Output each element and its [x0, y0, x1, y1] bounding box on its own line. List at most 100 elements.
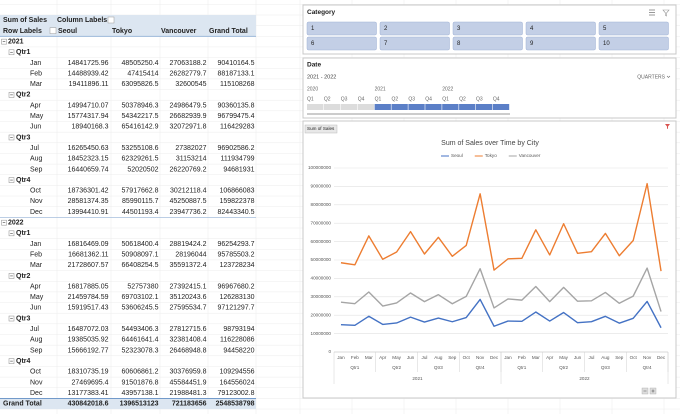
timeline-cell[interactable] — [357, 104, 374, 110]
month-label: Feb — [30, 70, 42, 77]
value-cell: 27063188.2 — [170, 60, 207, 67]
month-label: May — [30, 294, 44, 301]
timeline-cell[interactable] — [323, 104, 341, 110]
value-cell: 23947736.2 — [170, 209, 207, 216]
timeline-cell[interactable] — [307, 104, 324, 110]
value-cell: 57917662.8 — [122, 188, 159, 195]
value-cell: 85990115.7 — [122, 198, 159, 205]
slicer-item-label[interactable]: 7 — [384, 41, 388, 47]
slicer-item[interactable] — [525, 21, 596, 36]
value-cell: 43957138.1 — [122, 390, 159, 397]
slicer-item-label[interactable]: 3 — [457, 26, 461, 32]
value-cell: 60606861.2 — [122, 369, 159, 376]
month-label: Oct — [30, 369, 41, 376]
timeline-cell[interactable] — [374, 104, 391, 110]
quarter-label: Qtr2 — [392, 365, 401, 370]
month-label: Dec — [30, 390, 43, 397]
value-cell: 50618400.4 — [122, 241, 159, 248]
column-header: Tokyo — [112, 28, 132, 35]
row-labels[interactable]: Row Labels — [3, 28, 42, 35]
slicer-item-label[interactable]: 1 — [311, 26, 315, 32]
month-label: Aug — [30, 156, 43, 163]
slicer-item[interactable] — [525, 36, 596, 51]
month-label: May — [30, 113, 44, 120]
slicer-item-label[interactable]: 5 — [603, 26, 607, 32]
timeline-cell[interactable] — [391, 104, 408, 110]
value-cell: 27595534.7 — [170, 305, 207, 312]
value-cell: 27812715.6 — [170, 326, 207, 333]
timeline-cell[interactable] — [492, 104, 510, 110]
field-button-label[interactable]: Sum of Sales — [307, 126, 335, 131]
y-tick-label: 100000000 — [308, 165, 331, 170]
grand-total-cell: 2548538798 — [216, 401, 255, 408]
value-cell: 35120243.6 — [170, 294, 207, 301]
timeline-cell[interactable] — [459, 104, 476, 110]
slicer-item-label[interactable]: 6 — [311, 41, 315, 47]
slicer-icons[interactable] — [649, 9, 670, 17]
value-cell: 94681931 — [223, 166, 254, 173]
slicer-item-label[interactable]: 4 — [530, 26, 534, 32]
value-cell: 27382027 — [175, 145, 206, 152]
quarter-label: Qtr2 — [16, 92, 31, 99]
slicer-item-label[interactable]: 8 — [457, 41, 461, 47]
slicer-item-label[interactable]: 9 — [530, 41, 534, 47]
timeline: Date 2021 - 2022 QUARTERS 2020 Q1 Q2 Q3 Q4 20… — [302, 57, 677, 119]
quarter-label: Qtr2 — [16, 273, 31, 280]
timeline-cell[interactable] — [425, 104, 442, 110]
value-cell: 45584451.9 — [170, 379, 207, 386]
value-cell: 16487072.03 — [68, 326, 109, 333]
value-cell: 95785503.2 — [218, 251, 255, 258]
timeline-cell[interactable] — [408, 104, 425, 110]
slicer-item[interactable] — [379, 36, 450, 51]
x-tick-label: May — [392, 355, 401, 360]
slicer-item[interactable] — [598, 36, 669, 51]
y-tick-label: 70000000 — [311, 220, 332, 225]
month-label: Jul — [30, 145, 39, 152]
value-cell: 65416142.9 — [122, 124, 159, 131]
quarter-label: Qtr1 — [350, 365, 359, 370]
slicer-item-label[interactable]: 10 — [603, 41, 610, 47]
slicer-item[interactable] — [306, 21, 377, 36]
timeline-cell[interactable] — [340, 104, 358, 110]
filter-dropdown[interactable] — [49, 27, 57, 34]
timeline-quarter: Q2 — [459, 96, 466, 102]
slicer-item[interactable] — [452, 36, 523, 51]
multi-select-icon[interactable] — [649, 9, 655, 16]
value-cell: 15666192.77 — [68, 347, 109, 354]
timeline-quarter: Q4 — [425, 96, 432, 102]
timeline-cell[interactable] — [442, 104, 459, 110]
slicer-item-label[interactable]: 2 — [384, 26, 388, 32]
x-tick-label: Jan — [337, 355, 345, 360]
value-cell: 18310735.19 — [68, 369, 109, 376]
month-label: Jun — [30, 305, 41, 312]
x-tick-label: Mar — [365, 355, 373, 360]
filter-dropdown[interactable] — [107, 16, 115, 24]
value-cell: 109294556 — [219, 369, 254, 376]
column-labels[interactable]: Column Labels — [57, 17, 107, 24]
chart-filter-icon[interactable] — [665, 124, 670, 129]
x-tick-label: Jun — [407, 355, 415, 360]
slicer-item[interactable] — [598, 21, 669, 36]
column-header: Grand Total — [209, 28, 248, 35]
field-button[interactable] — [304, 124, 338, 134]
month-label: Mar — [30, 81, 43, 88]
value-cell: 82443340.5 — [218, 209, 255, 216]
value-cell: 26682939.9 — [170, 113, 207, 120]
timeline-level[interactable]: QUARTERS — [637, 74, 665, 80]
legend-label: Vancouver — [519, 153, 541, 158]
value-cell: 14841725.96 — [68, 60, 109, 67]
value-cell: 54342217.5 — [122, 113, 159, 120]
slicer-item[interactable] — [452, 21, 523, 36]
series-line — [340, 267, 662, 312]
y-tick-label: 10000000 — [311, 331, 332, 336]
value-cell: 62329261.5 — [122, 156, 159, 163]
slicer-item[interactable] — [306, 36, 377, 51]
month-label: Aug — [30, 337, 43, 344]
clear-filter-icon[interactable] — [662, 9, 670, 17]
level-dropdown[interactable] — [666, 75, 671, 78]
value-cell: 18736301.42 — [68, 188, 109, 195]
value-cell: 16681362.11 — [68, 251, 108, 258]
slicer-item[interactable] — [379, 21, 450, 36]
quarter-label: Qtr2 — [559, 365, 568, 370]
timeline-cell[interactable] — [476, 104, 493, 110]
